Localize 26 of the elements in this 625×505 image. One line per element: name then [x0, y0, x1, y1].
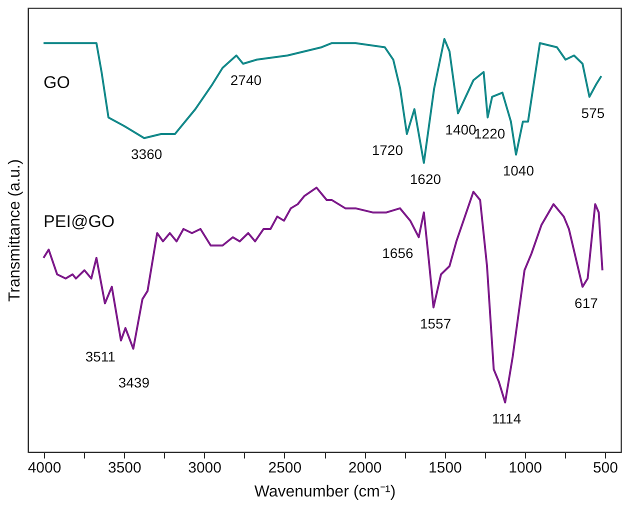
annotation: 1040	[502, 162, 534, 179]
series-label: GO	[44, 73, 70, 92]
annotation: 1557	[420, 315, 452, 332]
annotation: 3511	[85, 348, 116, 364]
annotation: 617	[574, 294, 598, 311]
y-axis-title: Transmittance (a.u.)	[6, 159, 24, 302]
annotation: 3439	[118, 374, 150, 391]
x-tick-label: 4000	[28, 460, 62, 476]
annotation: 2740	[230, 72, 262, 88]
x-tick-label: 2000	[348, 460, 382, 476]
x-tick-label: 3500	[108, 460, 142, 476]
x-tick-label: 2500	[268, 460, 302, 476]
x-tick-label: 1500	[428, 460, 462, 476]
x-tick-label: 3000	[188, 460, 222, 476]
series-label: PEI@GO	[44, 212, 115, 231]
annotation: 1720	[372, 142, 404, 158]
annotation: 1656	[382, 245, 414, 262]
annotation: 1220	[474, 125, 506, 142]
annotation: 575	[581, 104, 605, 121]
x-tick-label: 500	[592, 460, 618, 476]
annotation: 1620	[410, 170, 442, 187]
annotation: 1114	[492, 410, 522, 426]
x-axis-title: Wavenumber (cm⁻¹)	[254, 484, 396, 500]
annotation: 3360	[131, 146, 162, 162]
x-tick-label: 1000	[508, 460, 542, 476]
annotation: 1400	[445, 121, 477, 138]
